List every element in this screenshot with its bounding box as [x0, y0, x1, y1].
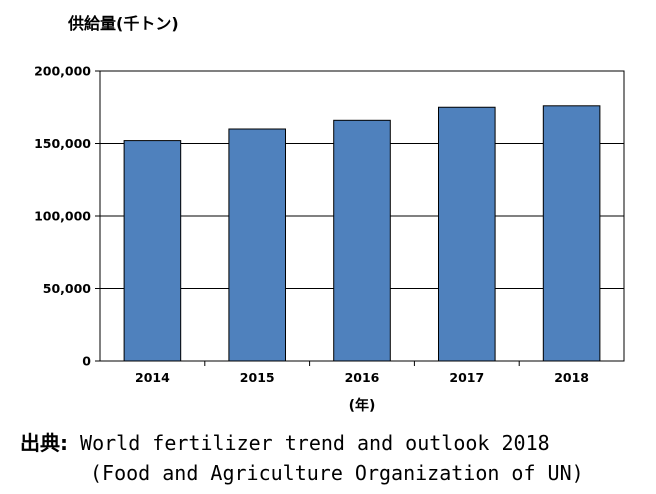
y-tick-label: 150,000 — [34, 136, 91, 151]
source-line2: (Food and Agriculture Organization of UN… — [90, 461, 584, 485]
source-note: 出典: World fertilizer trend and outlook 2… — [20, 428, 584, 488]
source-line1: World fertilizer trend and outlook 2018 — [80, 431, 550, 455]
y-tick-label: 0 — [82, 354, 91, 369]
bar-2017 — [438, 106, 496, 362]
bar-2018 — [542, 105, 601, 362]
source-label: 出典: — [20, 431, 68, 455]
plot-frame — [99, 70, 625, 362]
x-tick-label: 2018 — [554, 370, 589, 385]
bars — [123, 105, 601, 362]
bar-2016 — [333, 119, 391, 362]
y-tick-labels: 0 50,000 100,000 150,000 200,000 — [34, 64, 91, 369]
x-tick-label: 2017 — [449, 370, 484, 385]
bar-2014 — [123, 140, 182, 362]
y-tick-label: 200,000 — [34, 64, 91, 79]
y-tick-label: 50,000 — [43, 281, 92, 296]
x-tick-label: 2015 — [240, 370, 275, 385]
x-axis-title: (年) — [349, 397, 376, 414]
bar-2015 — [228, 128, 286, 362]
y-axis-title: 供給量(千トン) — [68, 14, 179, 33]
axes — [95, 70, 625, 366]
x-tick-labels: 2014 2015 2016 2017 2018 — [135, 370, 589, 385]
x-tick-label: 2016 — [345, 370, 380, 385]
x-tick-label: 2014 — [135, 370, 170, 385]
y-tick-label: 100,000 — [34, 209, 91, 224]
